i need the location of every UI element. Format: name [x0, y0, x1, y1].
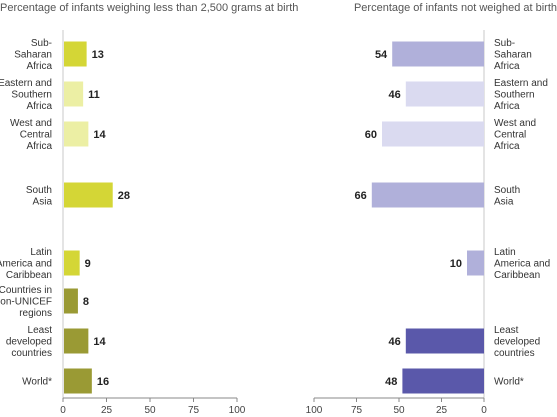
right-x-tick-label: 0 — [481, 405, 487, 416]
left-bar — [64, 368, 92, 394]
right-category-label: Saharan — [494, 50, 532, 61]
right-category-label: Asia — [494, 196, 514, 207]
left-x-tick-label: 50 — [144, 405, 156, 416]
right-bar — [402, 368, 484, 394]
left-category-label: Eastern and — [0, 78, 52, 89]
left-category-label: Africa — [26, 141, 52, 152]
right-x-tick-label: 50 — [393, 405, 405, 416]
right-bar — [382, 121, 484, 147]
right-x-tick-label: 25 — [436, 405, 448, 416]
left-bar — [64, 121, 89, 147]
left-bar — [64, 288, 78, 314]
left-category-label: Asia — [33, 196, 53, 207]
left-category-label: countries — [11, 348, 52, 359]
right-category-label: Caribbean — [494, 270, 540, 281]
right-bar — [371, 182, 484, 208]
right-category-label: World* — [494, 377, 524, 388]
right-bar-value-label: 48 — [385, 376, 397, 388]
right-category-label: Central — [494, 130, 526, 141]
left-bar-value-label: 16 — [97, 376, 109, 388]
right-category-label: West and — [494, 118, 536, 129]
right-x-tick-label: 100 — [306, 405, 323, 416]
left-category-label: Southern — [11, 90, 52, 101]
left-category-label: Africa — [26, 61, 52, 72]
right-category-label: Africa — [494, 141, 520, 152]
right-bar — [467, 250, 484, 276]
left-bar-value-label: 14 — [93, 336, 106, 348]
left-bar-value-label: 28 — [118, 190, 130, 202]
left-bar — [64, 81, 84, 107]
left-category-label: Caribbean — [6, 270, 52, 281]
left-category-label: developed — [6, 337, 52, 348]
left-category-label: Countries in — [0, 285, 52, 296]
left-bar-value-label: 11 — [88, 89, 100, 101]
left-bar-value-label: 14 — [93, 129, 106, 141]
left-category-label: West and — [10, 118, 52, 129]
right-bar-value-label: 46 — [389, 336, 401, 348]
left-bar — [64, 41, 87, 67]
left-chart-title: Percentage of infants weighing less than… — [0, 2, 299, 14]
right-category-label: Sub- — [494, 38, 515, 49]
right-bar — [405, 81, 484, 107]
left-category-label: South — [26, 185, 52, 196]
right-category-label: Least — [494, 325, 519, 336]
right-category-label: Africa — [494, 101, 520, 112]
right-x-tick-label: 75 — [351, 405, 363, 416]
left-category-label: Latin — [30, 247, 52, 258]
right-bar-value-label: 66 — [355, 190, 367, 202]
right-category-label: Africa — [494, 61, 520, 72]
left-category-label: Africa — [26, 101, 52, 112]
right-category-label: America and — [494, 259, 550, 270]
right-chart-title: Percentage of infants not weighed at bir… — [353, 2, 557, 14]
left-bar — [64, 250, 80, 276]
right-category-label: Southern — [494, 90, 535, 101]
left-x-tick-label: 75 — [188, 405, 200, 416]
left-x-tick-label: 25 — [101, 405, 113, 416]
left-category-label: World* — [22, 377, 52, 388]
left-category-label: America and — [0, 259, 52, 270]
right-bar — [392, 41, 484, 67]
left-x-tick-label: 100 — [229, 405, 246, 416]
left-bar-value-label: 13 — [92, 49, 104, 61]
right-bar-value-label: 46 — [389, 89, 401, 101]
left-bar-value-label: 9 — [85, 258, 91, 270]
left-category-label: Central — [20, 130, 52, 141]
left-bar — [64, 328, 89, 354]
left-category-label: regions — [19, 308, 52, 319]
left-category-label: non-UNICEF — [0, 297, 52, 308]
left-category-label: Least — [28, 325, 53, 336]
right-bar-value-label: 54 — [375, 49, 388, 61]
right-category-label: countries — [494, 348, 535, 359]
right-category-label: South — [494, 185, 520, 196]
left-x-tick-label: 0 — [60, 405, 66, 416]
left-category-label: Sub- — [31, 38, 52, 49]
left-bar-value-label: 8 — [83, 296, 89, 308]
left-category-label: Saharan — [14, 50, 52, 61]
right-category-label: developed — [494, 337, 540, 348]
right-bar — [405, 328, 484, 354]
right-category-label: Eastern and — [494, 78, 548, 89]
right-bar-value-label: 10 — [450, 258, 462, 270]
right-category-label: Latin — [494, 247, 516, 258]
right-bar-value-label: 60 — [365, 129, 377, 141]
left-bar — [64, 182, 113, 208]
